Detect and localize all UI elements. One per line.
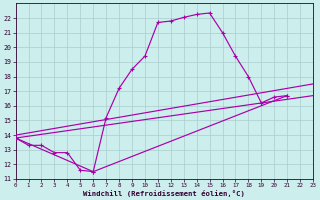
- X-axis label: Windchill (Refroidissement éolien,°C): Windchill (Refroidissement éolien,°C): [84, 190, 245, 197]
